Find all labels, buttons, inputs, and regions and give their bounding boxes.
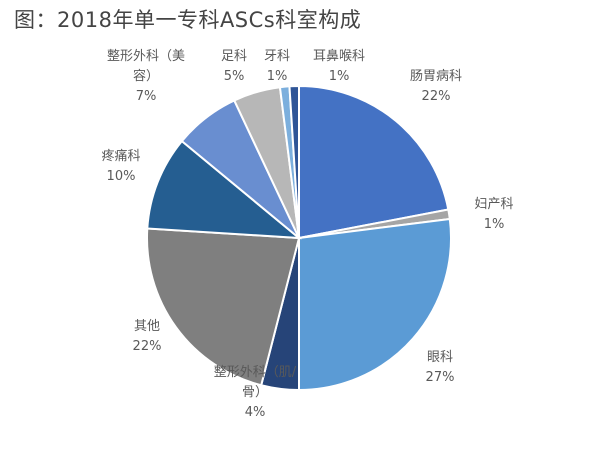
slice-label-3: 眼科 27% [426,350,455,385]
pie-slice-10 [288,84,300,239]
chart-title: 图：2018年单一专科ASCs科室构成 [14,8,362,32]
pie-slice-6 [146,139,303,240]
pie-slice-3 [298,217,452,392]
pie-slices [146,84,452,392]
slice-label-4: 整形外科（肌/骨） 4% [214,365,297,420]
pie-labels: 肠胃病科 22% 妇产科 1% 眼科 27% 整形外科（肌/骨） 4% 其他 22% 疼痛科 10% 整… [101,48,513,420]
slice-label-6: 疼痛科 10% [101,148,140,184]
pie-slice-1 [298,84,450,240]
slice-label-1: 肠胃病科 22% [410,69,462,104]
slice-label-10: 耳鼻喉科 1% [313,48,365,84]
slice-label-9: 牙科 1% [264,49,290,84]
slice-label-2: 妇产科 1% [474,196,513,232]
slice-label-8: 足科 5% [221,49,247,84]
slice-label-5: 其他 22% [133,319,162,354]
slice-label-7: 整形外科（美容） 7% [107,49,185,104]
pie-slice-5 [146,227,301,387]
